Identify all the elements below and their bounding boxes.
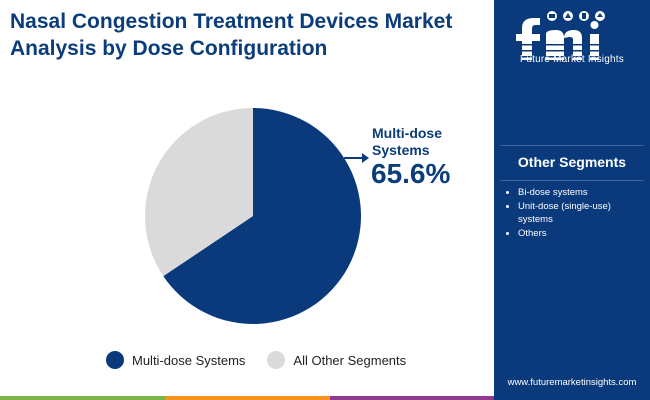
legend-item-other-segments: All Other Segments (267, 351, 406, 369)
pie-chart (144, 108, 369, 324)
sidebar-divider-bottom (500, 180, 644, 181)
bottom-bar-segment (165, 396, 330, 400)
annotation-label: Multi-dose Systems (372, 125, 442, 158)
bottom-bar-segment (330, 396, 494, 400)
annotation-value: 65.6% (371, 158, 451, 189)
pie-slice-multi-dose (163, 108, 361, 324)
chart-title: Nasal Congestion Treatment Devices Marke… (10, 8, 500, 62)
legend-label-other-segments: All Other Segments (293, 352, 407, 368)
sidebar-divider-top (500, 145, 644, 146)
website-url: www.futuremarketinsights.com (507, 377, 637, 388)
legend-label-multi-dose: Multi-dose Systems (132, 352, 246, 368)
sidebar-heading: Other Segments (517, 154, 627, 170)
sidebar-list-item: Unit-dose (single-use) systems (504, 200, 644, 226)
sidebar-segment-list: Bi-dose systems Unit-dose (single-use) s… (504, 186, 644, 241)
sidebar: Future Market Insights Other Segments Bi… (494, 0, 650, 400)
bottom-color-bar (0, 396, 494, 400)
bottom-bar-segment (0, 396, 165, 400)
sidebar-list-item: Bi-dose systems (504, 186, 644, 199)
brand-text: Future Market Insights (520, 54, 624, 65)
legend-swatch-multi-dose (106, 351, 124, 369)
legend: Multi-dose Systems All Other Segments (106, 350, 428, 370)
chart-title-line-1: Nasal Congestion Treatment Devices Marke… (10, 10, 453, 33)
sidebar-list-item: Others (504, 227, 644, 240)
chart-title-line-2: Analysis by Dose Configuration (10, 37, 328, 60)
pie-slice-other-segments (144, 108, 253, 277)
legend-item-multi-dose: Multi-dose Systems (106, 351, 245, 369)
annotation-arrow-head (362, 153, 369, 163)
legend-swatch-other-segments (267, 351, 286, 369)
fmi-logo-icon (508, 11, 638, 60)
